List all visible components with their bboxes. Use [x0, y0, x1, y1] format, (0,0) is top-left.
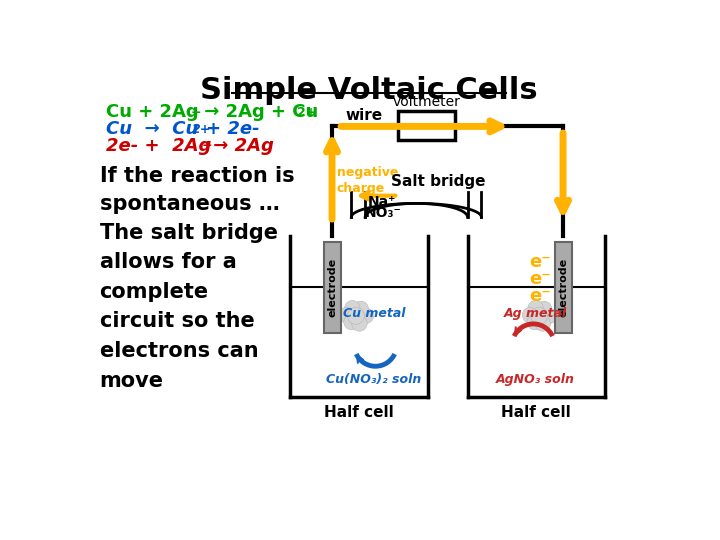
Text: → 2Ag: → 2Ag — [207, 137, 274, 155]
Text: Cu metal: Cu metal — [343, 307, 405, 320]
Circle shape — [348, 307, 364, 325]
Bar — [554, 242, 572, 333]
Text: e⁻: e⁻ — [530, 271, 552, 288]
Text: 2+: 2+ — [297, 106, 317, 119]
Text: NO₃⁻: NO₃⁻ — [365, 206, 402, 220]
Text: → 2Ag + Cu: → 2Ag + Cu — [198, 103, 318, 122]
Text: Cu(NO₃)₂ soln: Cu(NO₃)₂ soln — [326, 373, 421, 386]
Circle shape — [531, 307, 548, 325]
Text: 2+: 2+ — [192, 123, 211, 136]
Text: 2e- +  2Ag: 2e- + 2Ag — [106, 137, 211, 155]
Text: Simple Voltaic Cells: Simple Voltaic Cells — [200, 76, 538, 105]
Circle shape — [535, 316, 551, 331]
Circle shape — [527, 314, 542, 330]
Text: Cu  →  Cu: Cu → Cu — [106, 120, 198, 138]
Text: +: + — [201, 139, 212, 152]
Text: If the reaction is
spontaneous …: If the reaction is spontaneous … — [99, 166, 294, 214]
Circle shape — [339, 307, 354, 323]
Text: Na⁺: Na⁺ — [367, 195, 396, 209]
Text: +: + — [190, 106, 201, 119]
Text: voltmeter: voltmeter — [393, 94, 461, 109]
Polygon shape — [365, 192, 467, 217]
Circle shape — [541, 308, 557, 323]
Circle shape — [359, 308, 374, 323]
Circle shape — [536, 301, 552, 316]
Text: electrode: electrode — [327, 258, 337, 317]
Bar — [323, 242, 341, 333]
Circle shape — [528, 300, 544, 316]
Circle shape — [345, 300, 360, 316]
Text: Cu + 2Ag: Cu + 2Ag — [106, 103, 198, 122]
Text: e⁻: e⁻ — [530, 253, 552, 272]
Text: e⁻: e⁻ — [530, 287, 552, 305]
Bar — [398, 111, 455, 140]
Circle shape — [352, 316, 367, 331]
Text: Half cell: Half cell — [501, 405, 571, 420]
Text: wire: wire — [346, 107, 383, 123]
Text: + 2e-: + 2e- — [206, 120, 259, 138]
Circle shape — [522, 307, 538, 323]
Text: Ag metal: Ag metal — [503, 307, 567, 320]
Circle shape — [353, 301, 369, 316]
Text: Half cell: Half cell — [324, 405, 394, 420]
Text: electrode: electrode — [558, 258, 568, 317]
Text: Salt bridge: Salt bridge — [390, 174, 485, 189]
Circle shape — [343, 314, 359, 330]
Text: negative
charge: negative charge — [337, 166, 398, 195]
Text: The salt bridge
allows for a
complete
circuit so the
electrons can
move: The salt bridge allows for a complete ci… — [99, 222, 277, 390]
Text: AgNO₃ soln: AgNO₃ soln — [495, 373, 575, 386]
